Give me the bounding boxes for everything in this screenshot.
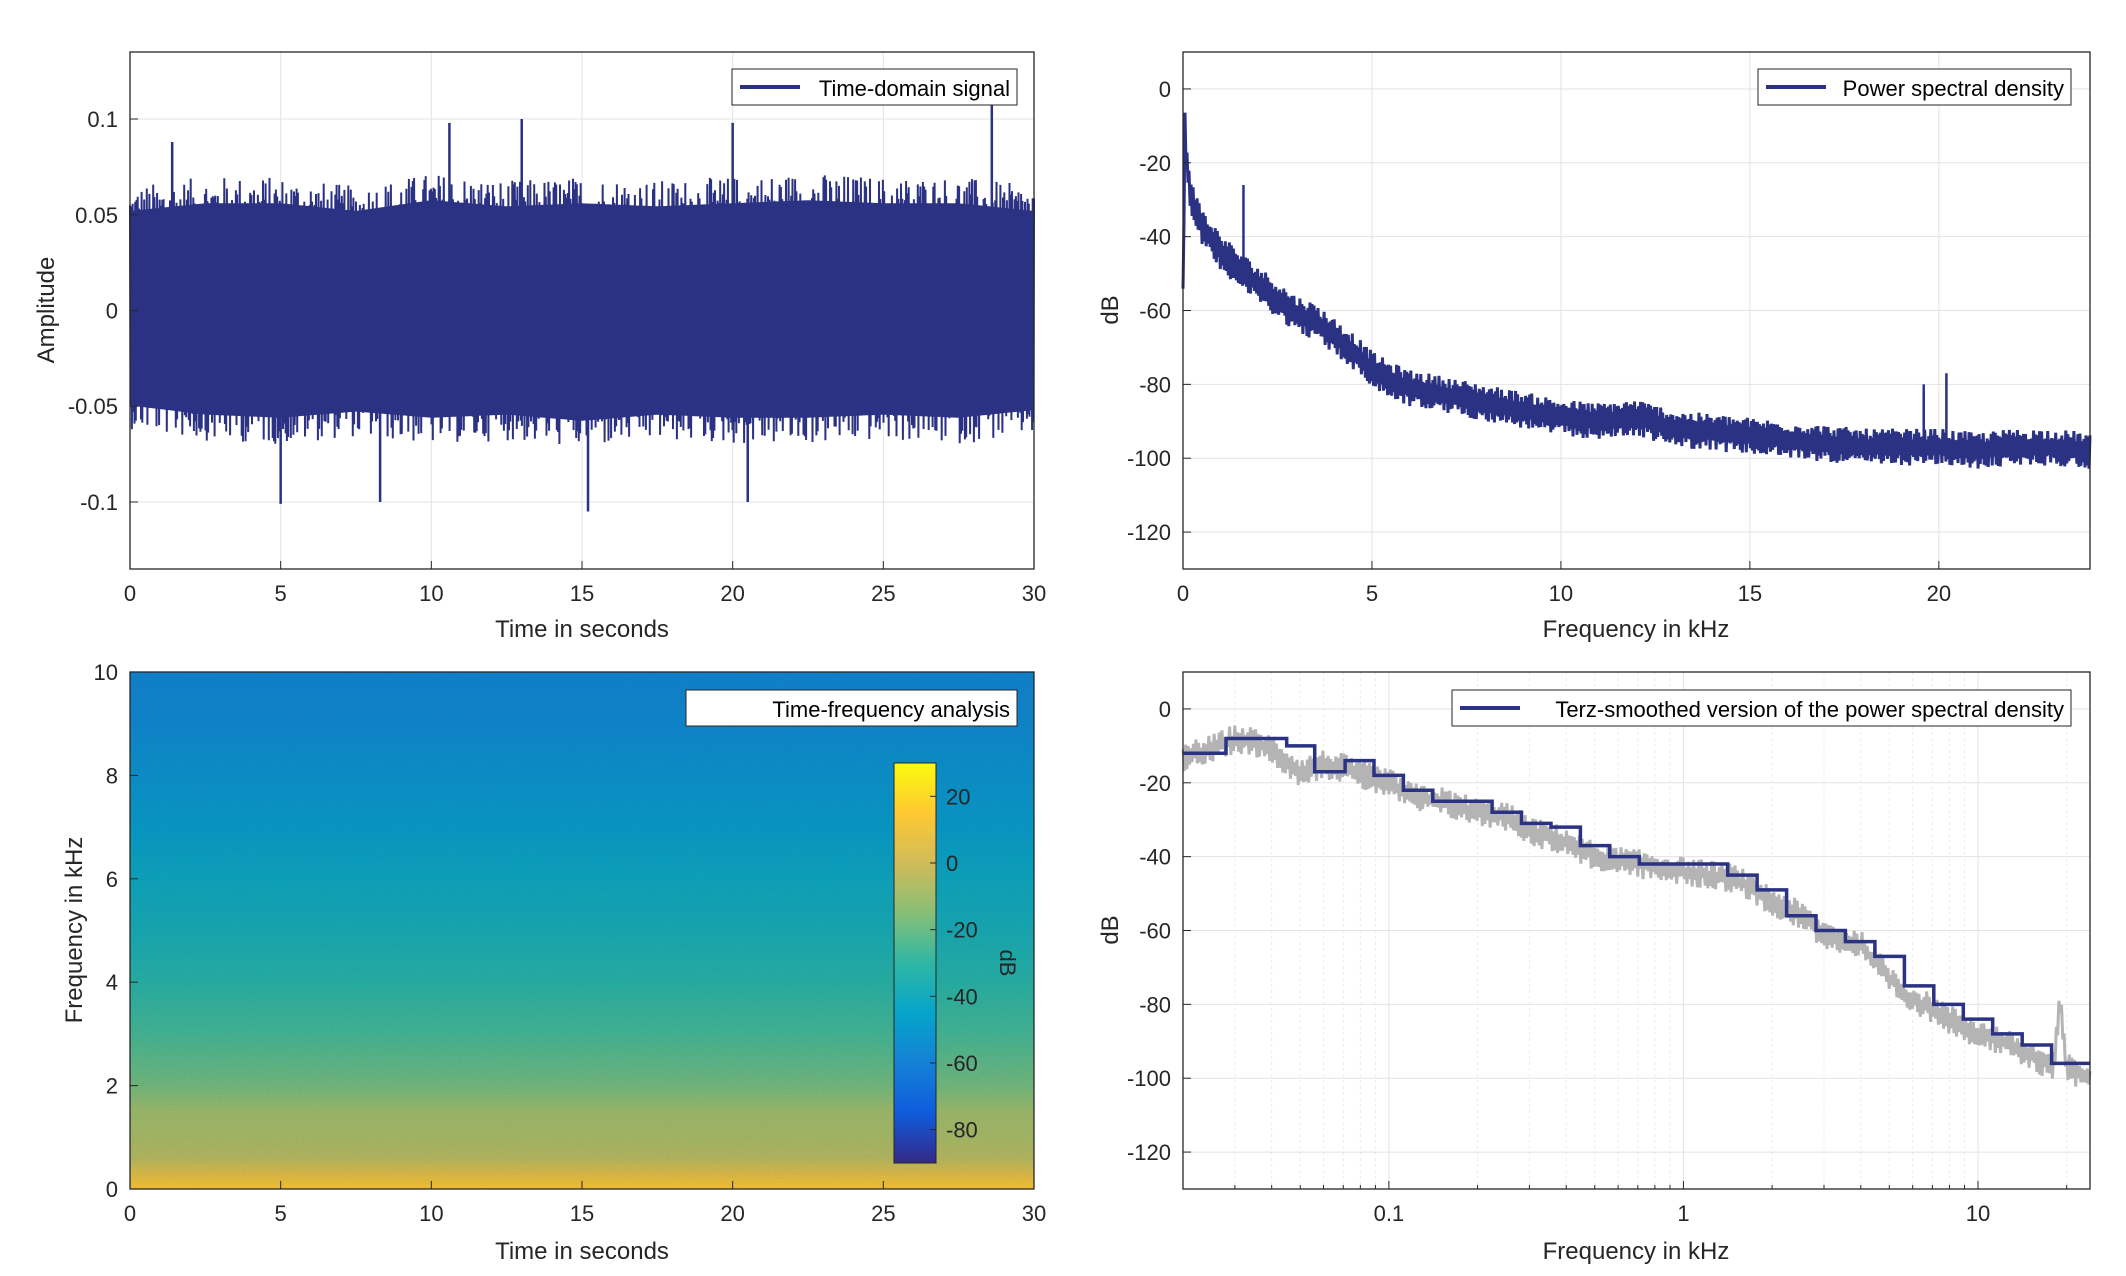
x-tick-label: 15 <box>570 1201 594 1226</box>
signal-core <box>130 200 1034 421</box>
colorbar-tick-label: 20 <box>946 784 970 809</box>
panel-terz-psd: 0.1 1 10 0 -20 -40 -60 -80 -100 -120 Frequency in… <box>1097 671 2092 1265</box>
y-tick-label: -40 <box>1139 225 1171 250</box>
y-tick-label: -100 <box>1127 1066 1171 1091</box>
x-tick-label: 20 <box>720 581 744 606</box>
x-tick-label: 15 <box>570 581 594 606</box>
y-tick-label: -0.05 <box>68 394 118 419</box>
x-axis-label: Frequency in kHz <box>1543 616 1730 643</box>
legend-label: Terz-smoothed version of the power spect… <box>1555 697 2064 722</box>
y-tick-label: 2 <box>106 1074 118 1099</box>
x-tick-label: 10 <box>419 581 443 606</box>
colorbar-tick-label: -60 <box>946 1051 978 1076</box>
x-tick-label: 10 <box>1549 581 1573 606</box>
tick-labels: 0 5 10 15 20 25 30 -0.1 -0.05 0 0.05 0.1 <box>68 107 1046 606</box>
y-tick-label: -0.1 <box>80 490 118 515</box>
terz-step-line <box>1183 736 2090 1066</box>
legend-label: Time-domain signal <box>819 76 1010 101</box>
x-tick-label: 1 <box>1677 1201 1689 1226</box>
colorbar-tick-label: 0 <box>946 851 958 876</box>
y-tick-label: 0 <box>106 299 118 324</box>
panel-psd: 0 5 10 15 20 0 -20 -40 -60 -80 -100 -120 Frequency … <box>1097 51 2092 643</box>
y-tick-label: -40 <box>1139 845 1171 870</box>
x-tick-label: 5 <box>275 1201 287 1226</box>
legend-label: Time-frequency analysis <box>772 697 1010 722</box>
y-tick-label: -60 <box>1139 919 1171 944</box>
x-tick-label: 20 <box>720 1201 744 1226</box>
y-tick-label: 8 <box>106 763 118 788</box>
legend: Power spectral density <box>1757 68 2072 106</box>
y-axis-label: Amplitude <box>33 257 60 364</box>
x-tick-label: 30 <box>1022 1201 1046 1226</box>
x-tick-label: 0.1 <box>1374 1201 1405 1226</box>
x-axis-label: Time in seconds <box>495 1238 669 1265</box>
colorbar-tick-label: -80 <box>946 1118 978 1143</box>
tick-labels: 0 5 10 15 20 0 -20 -40 -60 -80 -100 -120 <box>1127 77 1951 606</box>
x-tick-label: 10 <box>419 1201 443 1226</box>
grid <box>1182 52 2090 569</box>
tick-labels: 0.1 1 10 0 -20 -40 -60 -80 -100 -120 <box>1127 697 2068 1226</box>
legend: Time-domain signal <box>731 68 1018 106</box>
y-tick-label: -120 <box>1127 520 1171 545</box>
colorbar-tick-label: -20 <box>946 918 978 943</box>
spectrogram-speckle <box>130 672 1034 1189</box>
x-tick-label: 0 <box>1177 581 1189 606</box>
x-tick-label: 5 <box>1366 581 1378 606</box>
y-tick-label: 0.05 <box>75 203 118 228</box>
colorbar: 20 0 -20 -40 -60 -80 dB <box>893 762 1020 1164</box>
panel-spectrogram: 0 5 10 15 20 25 30 0 2 4 6 8 10 Time in seconds Freq… <box>61 660 1046 1265</box>
x-axis-label: Time in seconds <box>495 616 669 643</box>
x-tick-label: 20 <box>1927 581 1951 606</box>
y-tick-label: -20 <box>1139 771 1171 796</box>
y-tick-label: -20 <box>1139 151 1171 176</box>
y-tick-label: -120 <box>1127 1140 1171 1165</box>
legend: Terz-smoothed version of the power spect… <box>1451 689 2072 727</box>
y-tick-label: 0 <box>1159 697 1171 722</box>
panel-time-domain: 0 5 10 15 20 25 30 -0.1 -0.05 0 0.05 0.1 Time in se… <box>33 51 1046 643</box>
x-tick-label: 0 <box>124 581 136 606</box>
x-tick-label: 25 <box>871 1201 895 1226</box>
terz-traces <box>1181 725 2092 1087</box>
y-tick-label: 0 <box>106 1177 118 1202</box>
y-tick-label: 0 <box>1159 77 1171 102</box>
y-tick-label: -60 <box>1139 299 1171 324</box>
legend-box <box>685 689 1018 727</box>
y-tick-label: 6 <box>106 867 118 892</box>
y-tick-label: -80 <box>1139 992 1171 1017</box>
colorbar-gradient <box>893 762 937 1164</box>
legend-box <box>1451 689 2072 727</box>
colorbar-tick-label: -40 <box>946 984 978 1009</box>
legend-label: Power spectral density <box>1843 76 2064 101</box>
y-axis-label: dB <box>1097 915 1124 944</box>
y-tick-label: 10 <box>94 660 118 685</box>
signal-trace <box>129 103 1035 512</box>
x-tick-label: 5 <box>275 581 287 606</box>
y-tick-label: 4 <box>106 970 118 995</box>
x-tick-label: 30 <box>1022 581 1046 606</box>
x-tick-label: 10 <box>1966 1201 1990 1226</box>
x-tick-label: 0 <box>124 1201 136 1226</box>
psd-trace <box>1181 112 2092 469</box>
y-tick-label: -80 <box>1139 372 1171 397</box>
y-tick-label: 0.1 <box>87 107 118 132</box>
psd-line <box>1181 112 2092 469</box>
colorbar-ticks: 20 0 -20 -40 -60 -80 <box>930 784 978 1143</box>
colorbar-label: dB <box>995 950 1020 977</box>
x-tick-label: 25 <box>871 581 895 606</box>
legend: Time-frequency analysis <box>685 689 1018 727</box>
tick-labels: 0 5 10 15 20 25 30 0 2 4 6 8 10 <box>94 660 1047 1226</box>
y-tick-label: -100 <box>1127 446 1171 471</box>
y-axis-label: Frequency in kHz <box>61 837 88 1024</box>
y-axis-label: dB <box>1097 295 1124 324</box>
x-tick-label: 15 <box>1738 581 1762 606</box>
x-axis-label: Frequency in kHz <box>1543 1238 1730 1265</box>
